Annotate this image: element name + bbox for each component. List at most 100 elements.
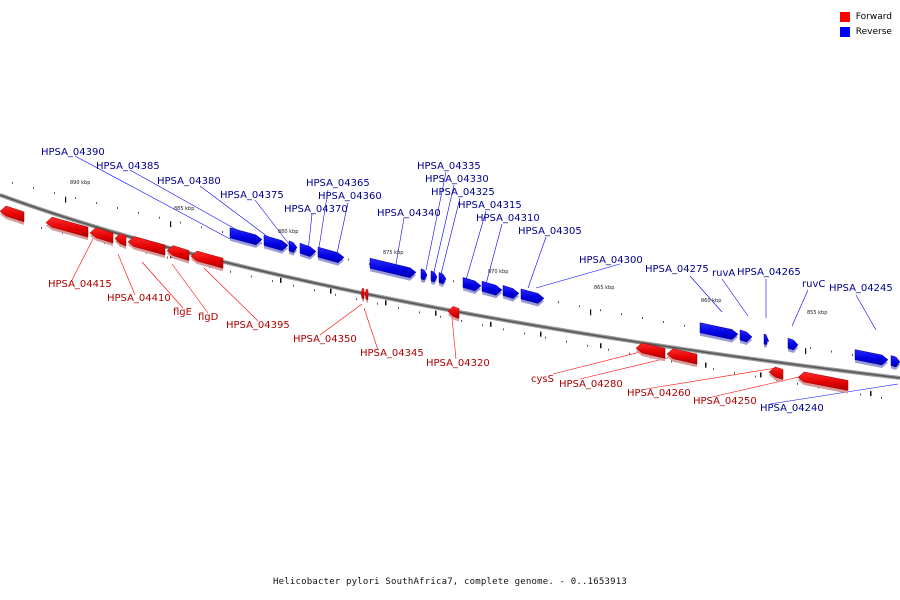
minor-tick-lower	[881, 396, 882, 399]
gene-label-reverse[interactable]: HPSA_04275	[645, 264, 709, 275]
gene-label-forward[interactable]: flgE	[173, 307, 192, 318]
minor-tick-lower	[629, 352, 630, 355]
minor-tick-lower	[251, 275, 252, 278]
reverse-gene-arrow[interactable]	[317, 246, 345, 263]
minor-tick-lower	[167, 256, 168, 259]
reverse-gene-arrow[interactable]	[462, 277, 482, 292]
minor-tick-upper	[159, 216, 160, 219]
legend-forward: Forward	[839, 9, 892, 24]
forward-gene-arrow[interactable]	[635, 342, 666, 359]
gene-label-forward[interactable]: cysS	[531, 374, 554, 385]
leader-line-reverse	[769, 383, 899, 405]
reverse-gene-arrow[interactable]	[739, 329, 753, 343]
tick-label: 860 kbp	[701, 298, 721, 304]
gene-label-forward[interactable]: HPSA_04250	[693, 396, 757, 407]
reverse-gene-arrow[interactable]	[369, 257, 417, 279]
gene-label-reverse[interactable]: HPSA_04390	[41, 147, 105, 158]
reverse-gene-arrow[interactable]	[438, 272, 447, 285]
gene-label-reverse[interactable]: HPSA_04335	[417, 161, 481, 172]
minor-tick-lower	[482, 324, 483, 327]
minor-tick-upper	[75, 197, 76, 200]
forward-gene-arrow[interactable]	[0, 205, 25, 223]
legend-reverse-label: Reverse	[855, 26, 892, 37]
minor-tick-lower	[545, 336, 546, 339]
minor-tick-lower	[41, 226, 42, 229]
minor-tick-upper	[33, 187, 34, 190]
reverse-gene-arrow[interactable]	[520, 288, 545, 304]
forward-gene-arrow[interactable]	[166, 245, 190, 261]
minor-tick-upper	[453, 280, 454, 283]
forward-gene-arrow[interactable]	[127, 236, 166, 256]
forward-gene-arrow[interactable]	[190, 250, 224, 269]
lower-tick	[760, 372, 762, 378]
gene-label-reverse[interactable]: HPSA_04315	[458, 200, 522, 211]
gene-label-reverse[interactable]: HPSA_04300	[579, 255, 643, 266]
reverse-gene-arrow[interactable]	[502, 285, 520, 299]
forward-gene-arrow[interactable]	[666, 348, 698, 365]
gene-label-reverse[interactable]: HPSA_04310	[476, 213, 540, 224]
forward-gene-arrow[interactable]	[364, 288, 369, 301]
gene-label-forward[interactable]: HPSA_04260	[627, 388, 691, 399]
gene-label-reverse[interactable]: HPSA_04240	[760, 403, 824, 414]
gene-label-reverse[interactable]: HPSA_04330	[425, 174, 489, 185]
reverse-gene-arrow[interactable]	[890, 355, 900, 368]
forward-gene-arrow[interactable]	[360, 287, 365, 300]
forward-gene-arrow[interactable]	[89, 227, 114, 244]
reverse-gene-arrow[interactable]	[263, 235, 289, 251]
reverse-gene-arrow[interactable]	[420, 268, 428, 281]
minor-tick-lower	[860, 393, 861, 396]
genome-backbone-core	[0, 194, 900, 379]
gene-label-reverse[interactable]: HPSA_04370	[284, 204, 348, 215]
reverse-gene-arrow[interactable]	[288, 240, 298, 253]
minor-tick-lower	[293, 284, 294, 287]
minor-tick-upper	[621, 313, 622, 316]
reverse-gene-arrow[interactable]	[699, 322, 739, 340]
forward-gene-arrow[interactable]	[797, 371, 849, 391]
gene-label-forward[interactable]: HPSA_04395	[226, 320, 290, 331]
minor-tick-lower	[419, 311, 420, 314]
minor-tick-upper	[768, 339, 769, 342]
gene-label-reverse[interactable]: HPSA_04365	[306, 178, 370, 189]
forward-gene-arrow[interactable]	[768, 366, 784, 380]
gene-label-forward[interactable]: HPSA_04415	[48, 279, 112, 290]
minor-tick-lower	[356, 298, 357, 301]
tick-label: 870 kbp	[488, 269, 508, 275]
genome-backbone	[0, 193, 900, 380]
reverse-gene-arrow[interactable]	[763, 333, 769, 346]
leader-line-reverse	[335, 202, 349, 259]
minor-tick-upper	[12, 181, 13, 184]
strand-legend: Forward Reverse	[839, 9, 892, 39]
gene-label-forward[interactable]: HPSA_04410	[107, 293, 171, 304]
leader-line-forward	[451, 317, 457, 360]
minor-tick-lower	[377, 302, 378, 305]
reverse-gene-arrow[interactable]	[481, 280, 503, 296]
gene-label-reverse[interactable]: HPSA_04305	[518, 226, 582, 237]
lower-tick	[280, 277, 282, 283]
reverse-gene-arrow[interactable]	[229, 227, 263, 246]
forward-gene-arrow[interactable]	[45, 216, 89, 238]
gene-label-forward[interactable]: HPSA_04345	[360, 348, 424, 359]
reverse-gene-arrow[interactable]	[787, 337, 799, 351]
forward-gene-arrow[interactable]	[114, 233, 127, 247]
gene-label-reverse[interactable]: HPSA_04340	[377, 208, 441, 219]
minor-tick-upper	[117, 206, 118, 209]
gene-label-reverse[interactable]: ruvC	[802, 279, 825, 290]
gene-label-reverse[interactable]: HPSA_04325	[431, 187, 495, 198]
gene-label-reverse[interactable]: HPSA_04380	[157, 176, 221, 187]
gene-label-reverse[interactable]: HPSA_04360	[318, 191, 382, 202]
gene-label-reverse[interactable]: HPSA_04375	[220, 190, 284, 201]
gene-label-reverse[interactable]: HPSA_04265	[737, 267, 801, 278]
reverse-gene-arrow[interactable]	[299, 242, 317, 257]
gene-label-forward[interactable]: HPSA_04350	[293, 334, 357, 345]
reverse-gene-arrow[interactable]	[430, 270, 438, 283]
gene-label-reverse[interactable]: HPSA_04245	[829, 283, 893, 294]
gene-label-reverse[interactable]: HPSA_04385	[96, 161, 160, 172]
forward-gene-arrow[interactable]	[447, 306, 460, 319]
gene-label-forward[interactable]: HPSA_04320	[426, 358, 490, 369]
tick-label: 865 kbp	[594, 285, 614, 291]
gene-label-reverse[interactable]: ruvA	[712, 268, 735, 279]
reverse-gene-arrow[interactable]	[854, 349, 889, 366]
gene-label-forward[interactable]: HPSA_04280	[559, 379, 623, 390]
gene-label-forward[interactable]: flgD	[198, 312, 219, 323]
